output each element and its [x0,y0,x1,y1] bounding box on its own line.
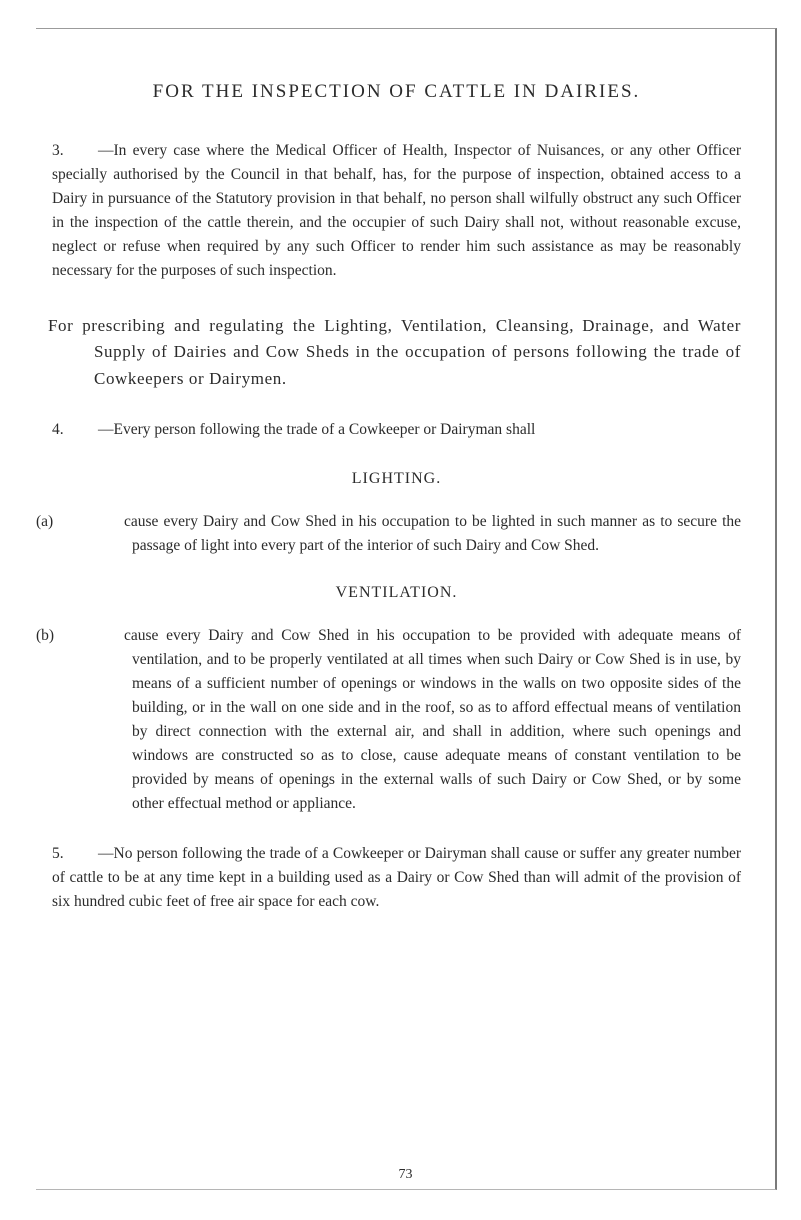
item-a-marker: (a) [84,510,124,534]
para5-num: 5. [52,842,98,866]
paragraph-5: 5.—No person following the trade of a Co… [52,842,741,914]
para4-text: —Every person following the trade of a C… [98,421,535,438]
section-heading-line1: For prescribing and regulating the Light… [48,316,574,335]
item-b-text: cause every Dairy and Cow Shed in his oc… [124,627,741,812]
lighting-heading: LIGHTING. [48,470,745,488]
para3-num: 3. [52,139,98,163]
item-a: (a)cause every Dairy and Cow Shed in his… [52,510,741,558]
para4-num: 4. [52,418,98,442]
paragraph-3: 3.—In every case where the Medical Offic… [52,139,741,283]
page-number: 73 [36,1167,775,1183]
content-frame: FOR THE INSPECTION OF CATTLE IN DAIRIES.… [36,28,777,1190]
para5-text: —No person following the trade of a Cowk… [52,845,741,910]
paragraph-4: 4.—Every person following the trade of a… [52,418,741,442]
page: FOR THE INSPECTION OF CATTLE IN DAIRIES.… [0,0,801,1220]
section-heading: For prescribing and regulating the Light… [94,313,741,392]
item-a-text: cause every Dairy and Cow Shed in his oc… [124,513,741,554]
para3-text: —In every case where the Medical Officer… [52,142,741,279]
item-b: (b)cause every Dairy and Cow Shed in his… [52,624,741,816]
item-b-marker: (b) [84,624,124,648]
main-title: FOR THE INSPECTION OF CATTLE IN DAIRIES. [48,81,745,103]
ventilation-heading: VENTILATION. [48,584,745,602]
